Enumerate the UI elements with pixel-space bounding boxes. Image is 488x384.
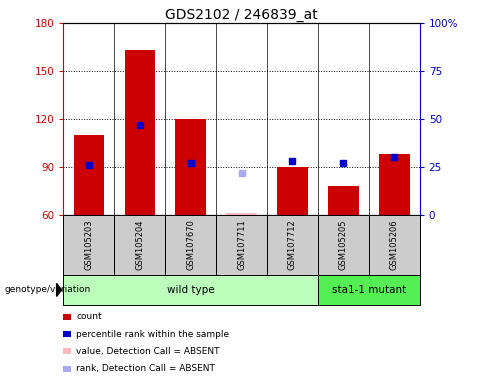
FancyBboxPatch shape xyxy=(369,215,420,275)
FancyBboxPatch shape xyxy=(165,215,216,275)
Text: rank, Detection Call = ABSENT: rank, Detection Call = ABSENT xyxy=(76,364,215,373)
FancyBboxPatch shape xyxy=(318,215,369,275)
Text: count: count xyxy=(76,312,102,321)
FancyBboxPatch shape xyxy=(216,215,267,275)
Text: GSM107712: GSM107712 xyxy=(288,219,297,270)
FancyBboxPatch shape xyxy=(63,275,318,305)
Text: genotype/variation: genotype/variation xyxy=(5,285,91,295)
FancyBboxPatch shape xyxy=(114,215,165,275)
Text: GSM105204: GSM105204 xyxy=(135,220,144,270)
Text: GSM105205: GSM105205 xyxy=(339,220,348,270)
FancyBboxPatch shape xyxy=(318,275,420,305)
Polygon shape xyxy=(57,283,61,296)
Title: GDS2102 / 246839_at: GDS2102 / 246839_at xyxy=(165,8,318,22)
Bar xyxy=(277,167,308,215)
Text: GSM107711: GSM107711 xyxy=(237,219,246,270)
Text: value, Detection Call = ABSENT: value, Detection Call = ABSENT xyxy=(76,347,220,356)
Bar xyxy=(74,135,104,215)
Text: GSM107670: GSM107670 xyxy=(186,219,195,270)
Bar xyxy=(328,186,359,215)
FancyBboxPatch shape xyxy=(267,215,318,275)
FancyBboxPatch shape xyxy=(63,215,114,275)
Text: GSM105203: GSM105203 xyxy=(84,220,93,270)
Bar xyxy=(124,50,155,215)
Text: sta1-1 mutant: sta1-1 mutant xyxy=(332,285,406,295)
Text: wild type: wild type xyxy=(167,285,215,295)
Text: percentile rank within the sample: percentile rank within the sample xyxy=(76,329,229,339)
Bar xyxy=(226,214,257,215)
Text: GSM105206: GSM105206 xyxy=(390,220,399,270)
Bar xyxy=(175,119,206,215)
Bar xyxy=(379,154,409,215)
